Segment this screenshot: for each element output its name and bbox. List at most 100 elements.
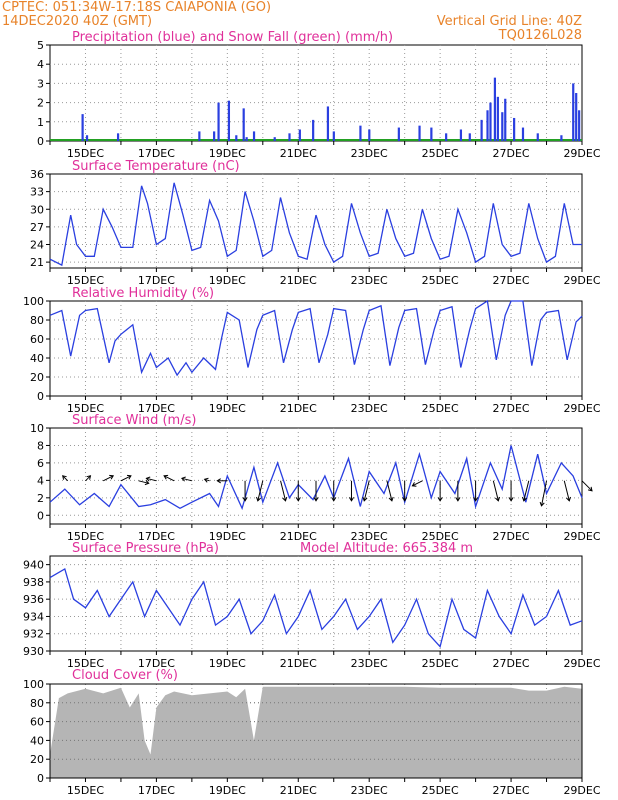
cloud-ytick-label: 80 <box>30 697 44 710</box>
wind-arrow <box>138 480 149 484</box>
cloud-xtick-label: 19DEC <box>209 784 246 797</box>
cloud-ytick-label: 40 <box>30 734 44 747</box>
wind-arrow <box>492 480 499 501</box>
temp-ytick-label: 30 <box>30 203 44 216</box>
wind-arrow <box>541 480 548 506</box>
wind-arrow-head <box>295 497 301 502</box>
cloud-xtick-label: 15DEC <box>67 784 104 797</box>
rh-series-line <box>49 299 583 377</box>
wind-ytick-label: 2 <box>37 492 44 505</box>
precip-bar <box>326 106 330 141</box>
precip-bar <box>418 125 421 141</box>
rh-xtick-label: 27DEC <box>493 402 530 415</box>
precip-bar <box>489 102 492 141</box>
precip-bar <box>445 133 448 141</box>
precip-bar <box>368 129 371 141</box>
precip-xtick-label: 19DEC <box>209 147 246 160</box>
cloud-xtick-label: 27DEC <box>493 784 530 797</box>
header-datetime: 14DEC2020 40Z (GMT) <box>2 14 153 29</box>
wind-arrow <box>85 475 91 482</box>
precip-bar <box>560 135 563 141</box>
wind-arrow-head <box>62 475 67 480</box>
precip-xtick-label: 21DEC <box>280 147 317 160</box>
precip-bar <box>572 83 575 141</box>
temp-ytick-label: 24 <box>30 239 44 252</box>
precip-bar <box>242 108 245 141</box>
wind-arrow-head <box>348 497 355 502</box>
temp-xtick-label: 25DEC <box>422 274 459 287</box>
precip-xtick-label: 17DEC <box>138 147 175 160</box>
wind-arrow <box>412 480 423 487</box>
wind-ytick-label: 10 <box>30 422 44 435</box>
cloud-area <box>50 686 582 778</box>
pressure-ytick-label: 932 <box>23 628 44 641</box>
rh-frame <box>49 300 583 397</box>
precip-xtick-label: 27DEC <box>493 147 530 160</box>
temp-xtick-label: 27DEC <box>493 274 530 287</box>
wind-arrow-head <box>242 497 248 502</box>
precip-bar <box>81 114 84 141</box>
pressure-ytick-label: 934 <box>23 610 44 623</box>
precip-ytick-label: 1 <box>37 116 44 129</box>
wind-xtick-label: 19DEC <box>209 530 246 543</box>
precip-ytick-label: 2 <box>37 97 44 110</box>
wind-arrow <box>523 480 530 501</box>
rh-ytick-label: 80 <box>30 314 44 327</box>
wind-arrow-head <box>216 478 221 484</box>
wind-title: Surface Wind (m/s) <box>72 413 196 428</box>
wind-arrow-head <box>126 474 132 480</box>
wind-arrow <box>146 477 157 482</box>
wind-arrow <box>181 477 192 482</box>
precip-bar <box>312 119 315 141</box>
precip-bar <box>504 98 507 141</box>
rh-ytick-label: 60 <box>30 333 44 346</box>
rh-ytick-label: 0 <box>37 390 44 403</box>
wind-xtick-label: 17DEC <box>138 530 175 543</box>
wind-arrow-head <box>437 497 443 502</box>
wind-arrow-head <box>522 496 528 502</box>
temp-ytick-label: 33 <box>30 186 44 199</box>
precip-bar <box>213 131 216 141</box>
cloud-ytick-label: 60 <box>30 716 44 729</box>
precip-bar <box>252 131 256 141</box>
wind-arrow-head <box>145 476 151 482</box>
pressure-ytick-label: 936 <box>23 593 44 606</box>
wind-arrow <box>363 480 370 501</box>
pressure-xtick-label: 15DEC <box>67 657 104 670</box>
temp-title: Surface Temperature (nC) <box>72 159 240 174</box>
precip-xtick-label: 29DEC <box>563 147 600 160</box>
wind-arrow <box>280 480 287 501</box>
wind-arrow-head <box>181 476 186 482</box>
precip-bar <box>273 137 276 141</box>
wind-arrow-head <box>163 474 169 480</box>
cloud-xtick-label: 25DEC <box>422 784 459 797</box>
wind-arrow-head <box>331 497 337 502</box>
rh-xtick-label: 19DEC <box>209 402 246 415</box>
wind-xtick-label: 15DEC <box>67 530 104 543</box>
precip-xtick-label: 15DEC <box>67 147 104 160</box>
wind-arrow <box>62 475 69 482</box>
wind-arrow-head <box>587 486 593 492</box>
wind-arrow-head <box>388 496 394 502</box>
pressure-xtick-label: 29DEC <box>563 657 600 670</box>
precip-xtick-label: 23DEC <box>351 147 388 160</box>
wind-frame <box>49 427 583 525</box>
precip-bar <box>217 102 220 141</box>
wind-arrow-head <box>411 482 417 487</box>
wind-arrow <box>257 480 264 501</box>
wind-series-line <box>49 445 583 511</box>
precip-ytick-label: 0 <box>37 135 44 148</box>
rh-xtick-label: 21DEC <box>280 402 317 415</box>
pressure-title: Surface Pressure (hPa) <box>72 541 219 556</box>
wind-arrow-head <box>144 480 150 486</box>
wind-xtick-label: 29DEC <box>563 530 600 543</box>
pressure-ytick-label: 938 <box>23 576 44 589</box>
rh-title: Relative Humidity (%) <box>72 286 214 301</box>
wind-ytick-label: 0 <box>37 509 44 522</box>
cloud-title: Cloud Cover (%) <box>72 668 178 683</box>
pressure-subtitle: Model Altitude: 665.384 m <box>300 541 473 556</box>
pressure-xtick-label: 21DEC <box>280 657 317 670</box>
precip-bar <box>227 100 231 141</box>
wind-ytick-label: 8 <box>37 439 44 452</box>
rh-xtick-label: 29DEC <box>563 402 600 415</box>
